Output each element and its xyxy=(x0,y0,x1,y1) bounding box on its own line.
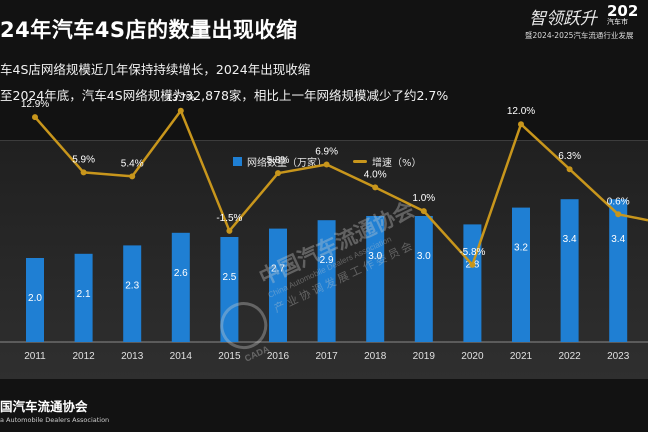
bar xyxy=(317,220,336,342)
x-tick-label: 2021 xyxy=(510,351,533,362)
growth-label: 1.0% xyxy=(412,193,435,204)
bar xyxy=(74,253,93,342)
bar xyxy=(269,228,287,342)
growth-line xyxy=(34,109,648,267)
growth-label: 4.0% xyxy=(364,169,387,180)
x-tick-label: 2013 xyxy=(121,351,144,362)
growth-point xyxy=(566,166,573,173)
x-tick-label: 2022 xyxy=(558,351,581,362)
growth-point xyxy=(275,170,281,177)
growth-point xyxy=(226,227,233,234)
summary-bullet-2: 至2024年底，汽车4S网络规模为32,878家，相比上一年网络规模减少了约2.… xyxy=(0,88,449,103)
legend-line-label: 增速（%） xyxy=(372,158,422,169)
x-tick-label: 2016 xyxy=(267,351,290,362)
bar-value-label: 3.0 xyxy=(417,251,431,262)
growth-point xyxy=(177,107,184,114)
growth-label: -1.5% xyxy=(216,213,242,224)
bar xyxy=(220,237,239,342)
bar xyxy=(171,232,190,342)
growth-label: 6.9% xyxy=(315,146,338,157)
growth-label: 5.4% xyxy=(121,158,144,169)
bar-value-label: 3.4 xyxy=(611,234,625,245)
x-tick-label: 2011 xyxy=(24,351,46,362)
bar-value-label: 3.0 xyxy=(368,251,382,262)
growth-point xyxy=(615,211,622,218)
growth-point xyxy=(32,114,38,121)
bar-value-label: 2.9 xyxy=(320,255,334,266)
growth-point xyxy=(129,173,136,180)
bar-value-label: 2.3 xyxy=(125,280,139,291)
growth-label: 13.7% xyxy=(167,93,195,104)
growth-label: 12.9% xyxy=(21,99,49,110)
brand-event-line: 暨2024-2025汽车流通行业发展 xyxy=(525,31,634,40)
legend-bar-swatch xyxy=(233,157,242,166)
bar xyxy=(609,199,628,342)
summary-bullet-1: 车4S店网络规模近几年保持持续增长，2024年出现收缩 xyxy=(0,62,311,77)
x-tick-label: 2014 xyxy=(170,351,193,362)
bar xyxy=(123,245,142,342)
growth-label: 5.9% xyxy=(72,154,95,165)
bar xyxy=(463,224,482,342)
bar xyxy=(512,207,530,342)
brand-slogan: 智领跃升 xyxy=(529,9,597,29)
x-tick-label: 2018 xyxy=(364,351,387,362)
growth-point xyxy=(80,169,87,176)
bar-value-label: 2.5 xyxy=(222,272,236,283)
bar-value-label: 2.7 xyxy=(271,264,285,275)
legend-bar-label: 网络数量（万家） xyxy=(247,158,327,169)
x-tick-label: 2023 xyxy=(607,351,630,362)
bar xyxy=(366,216,385,342)
bar xyxy=(560,199,579,342)
brand-year: 202 xyxy=(607,2,639,20)
footer-name: 国汽车流通协会 xyxy=(0,399,88,414)
bar-value-label: 2.0 xyxy=(28,293,42,304)
growth-point xyxy=(420,208,427,215)
growth-point xyxy=(518,121,524,128)
growth-point xyxy=(323,161,330,168)
growth-point xyxy=(372,184,379,191)
x-tick-label: 2017 xyxy=(315,351,338,362)
growth-label: 6.3% xyxy=(558,151,581,162)
x-tick-label: 2012 xyxy=(72,351,95,362)
bar-value-label: 2.1 xyxy=(77,289,91,300)
brand-logo: 智领跃升 202 汽车市 暨2024-2025汽车流通行业发展 xyxy=(523,2,648,42)
footer-logo: 国汽车流通协会 a Automobile Dealers Association xyxy=(0,396,109,424)
x-tick-label: 2020 xyxy=(461,351,484,362)
x-tick-label: 2019 xyxy=(413,351,436,362)
brand-subtitle: 汽车市 xyxy=(607,18,628,26)
growth-label: 0.6% xyxy=(607,196,630,207)
bar xyxy=(26,258,44,342)
growth-label: -5.8% xyxy=(459,247,485,258)
growth-point xyxy=(469,261,476,268)
growth-label: 12.0% xyxy=(507,106,535,117)
bar-value-label: 3.4 xyxy=(563,234,577,245)
bar-value-label: 3.2 xyxy=(514,243,528,254)
footer-en: a Automobile Dealers Association xyxy=(0,416,110,424)
growth-label: 5.8% xyxy=(267,155,290,166)
bar-value-label: 2.6 xyxy=(174,268,188,279)
x-tick-label: 2015 xyxy=(218,351,241,362)
page-title: 24年汽车4S店的数量出现收缩 xyxy=(0,18,298,42)
bar xyxy=(414,216,433,342)
legend-line-swatch xyxy=(353,160,367,163)
chart-legend: 网络数量（万家） 增速（%） xyxy=(233,154,422,169)
